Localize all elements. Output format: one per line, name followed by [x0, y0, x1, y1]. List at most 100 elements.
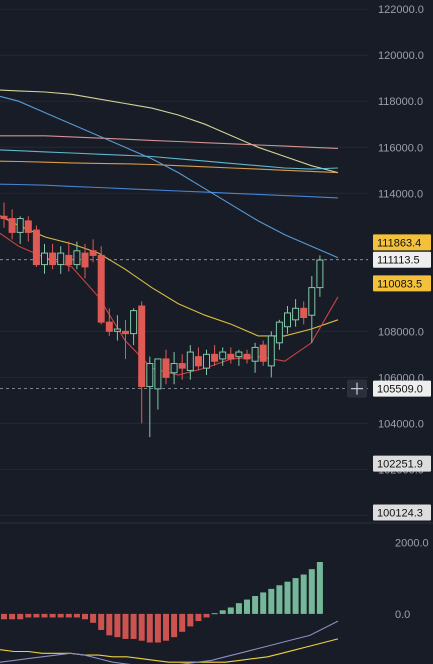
histogram-bar-positive	[308, 569, 315, 614]
histogram-bar-negative	[25, 613, 32, 618]
candle-body-up	[170, 363, 178, 374]
candle-body-up	[154, 358, 162, 390]
histogram-bar-negative	[114, 613, 121, 638]
candle-body-up	[219, 351, 227, 360]
candle-body-down	[89, 250, 97, 256]
candle-body-down	[259, 344, 267, 362]
histogram-bar-negative	[1, 613, 7, 620]
oscillator-line	[0, 620, 339, 664]
y-tick-label: 118000.0	[378, 96, 423, 108]
histogram-bar-negative	[163, 613, 169, 641]
histogram-bar-positive	[235, 603, 242, 614]
osc-tick-label: 2000.0	[395, 537, 429, 549]
histogram-bar-negative	[203, 613, 210, 618]
histogram-bar-positive	[260, 592, 267, 614]
osc-tick-label: 0.0	[395, 609, 410, 621]
candle-body-up	[57, 252, 65, 266]
candle-body-down	[194, 356, 202, 367]
histogram-bar-positive	[276, 585, 283, 614]
histogram-bar-positive	[252, 596, 259, 614]
histogram-bar-positive	[219, 610, 226, 614]
candle-body-down	[227, 353, 235, 360]
moving-average-line	[0, 95, 339, 259]
candle-body-down	[138, 305, 146, 388]
price-tag-label: 111863.4	[377, 237, 421, 249]
candle-body-up	[130, 310, 138, 335]
candle-body-up	[267, 335, 275, 367]
candle-body-up	[284, 312, 291, 328]
histogram-bar-positive	[268, 588, 275, 614]
candle-body-up	[308, 287, 316, 316]
histogram-bar-negative	[90, 613, 97, 623]
moving-average-line	[0, 135, 339, 149]
candle-body-up	[316, 259, 324, 289]
histogram-bar-positive	[292, 578, 299, 614]
histogram-bar-positive	[284, 581, 291, 614]
y-tick-label: 122000.0	[378, 4, 424, 16]
histogram-bar-negative	[154, 613, 161, 643]
histogram-bar-positive	[211, 613, 218, 615]
candle-body-up	[203, 353, 210, 369]
candle-body-up	[41, 252, 48, 266]
moving-average-line	[0, 149, 339, 170]
candle-body-up	[251, 346, 259, 362]
histogram-bar-negative	[73, 613, 80, 618]
candle-body-up	[275, 321, 283, 344]
candle-body-down	[105, 321, 113, 332]
histogram-bar-negative	[195, 613, 202, 622]
y-tick-label: 104000.0	[378, 418, 424, 430]
histogram-bar-negative	[82, 613, 88, 620]
oscillator-line	[0, 638, 339, 663]
candle-body-down	[81, 252, 89, 268]
histogram-bar-negative	[138, 613, 145, 641]
candle-body-down	[0, 215, 8, 220]
candle-body-up	[146, 363, 154, 388]
candle-body-down	[162, 358, 170, 378]
histogram-bar-negative	[65, 613, 72, 618]
y-tick-label: 108000.0	[378, 326, 424, 338]
histogram-bar-negative	[57, 613, 64, 618]
price-tag	[373, 504, 431, 521]
histogram-bar-negative	[187, 613, 194, 627]
price-tag-label: 100124.3	[377, 508, 423, 520]
candle-body-up	[235, 351, 243, 358]
price-tag-label: 102251.9	[377, 459, 423, 471]
candle-body-down	[211, 353, 219, 362]
candle-body-up	[186, 351, 194, 371]
candle-body-down	[8, 218, 16, 233]
histogram-bar-negative	[49, 613, 56, 618]
histogram-bar-negative	[33, 613, 40, 618]
candle-body-down	[122, 330, 129, 335]
price-tag	[373, 455, 431, 472]
price-tag-label: 110083.5	[377, 278, 422, 290]
candle-body-down	[243, 353, 251, 360]
price-tag-label: 111113.5	[377, 255, 420, 267]
moving-average-line	[0, 160, 339, 174]
histogram-bar-negative	[106, 613, 113, 636]
histogram-bar-negative	[171, 613, 178, 638]
price-tag	[373, 275, 431, 292]
candle-body-up	[73, 250, 81, 266]
y-tick-label: 114000.0	[378, 188, 423, 200]
histogram-bar-negative	[179, 613, 186, 632]
histogram-bar-negative	[130, 613, 137, 639]
candle-body-down	[49, 252, 57, 266]
price-tag	[373, 380, 431, 397]
candle-body-down	[178, 363, 186, 369]
histogram-bar-negative	[41, 613, 48, 618]
candle-body-down	[300, 307, 308, 319]
price-tag-label: 105509.0	[377, 384, 423, 396]
candle-body-down	[24, 220, 32, 233]
histogram-bar-negative	[146, 613, 153, 643]
candle-body-down	[32, 229, 40, 266]
histogram-bar-negative	[9, 613, 16, 620]
histogram-bar-positive	[300, 574, 307, 614]
candle-body-up	[16, 218, 24, 233]
histogram-bar-positive	[244, 599, 250, 614]
candle-body-up	[113, 328, 121, 332]
histogram-bar-negative	[17, 613, 24, 620]
candle-body-down	[65, 254, 73, 266]
moving-average-line	[0, 232, 339, 376]
candle-body-down	[97, 254, 105, 323]
